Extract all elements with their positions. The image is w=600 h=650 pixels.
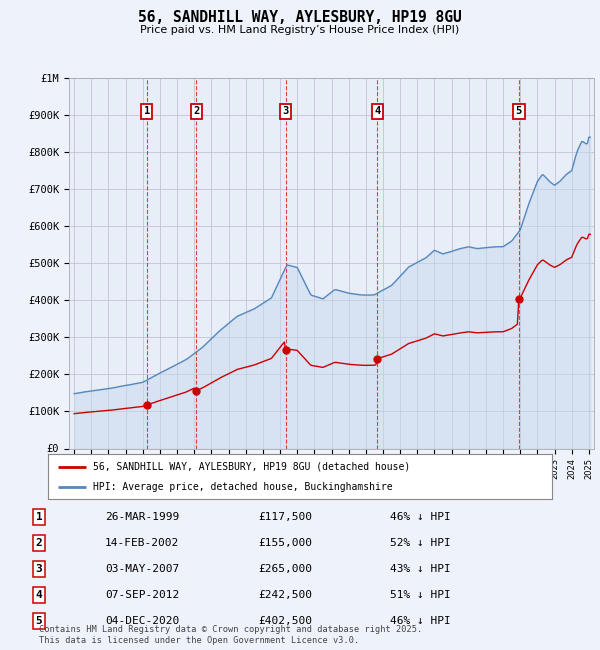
Text: HPI: Average price, detached house, Buckinghamshire: HPI: Average price, detached house, Buck…	[94, 482, 393, 493]
Text: 46% ↓ HPI: 46% ↓ HPI	[390, 512, 451, 522]
Text: Price paid vs. HM Land Registry’s House Price Index (HPI): Price paid vs. HM Land Registry’s House …	[140, 25, 460, 34]
Text: 3: 3	[35, 564, 43, 574]
Text: £402,500: £402,500	[258, 616, 312, 626]
Text: 56, SANDHILL WAY, AYLESBURY, HP19 8GU: 56, SANDHILL WAY, AYLESBURY, HP19 8GU	[138, 10, 462, 25]
Text: 5: 5	[516, 107, 522, 116]
Text: £265,000: £265,000	[258, 564, 312, 574]
Text: £242,500: £242,500	[258, 590, 312, 600]
Text: 26-MAR-1999: 26-MAR-1999	[105, 512, 179, 522]
Text: 04-DEC-2020: 04-DEC-2020	[105, 616, 179, 626]
Text: Contains HM Land Registry data © Crown copyright and database right 2025.
This d: Contains HM Land Registry data © Crown c…	[39, 625, 422, 645]
Text: 4: 4	[35, 590, 43, 600]
Text: 43% ↓ HPI: 43% ↓ HPI	[390, 564, 451, 574]
Text: 52% ↓ HPI: 52% ↓ HPI	[390, 538, 451, 548]
Text: 07-SEP-2012: 07-SEP-2012	[105, 590, 179, 600]
Text: 03-MAY-2007: 03-MAY-2007	[105, 564, 179, 574]
Text: 51% ↓ HPI: 51% ↓ HPI	[390, 590, 451, 600]
Text: 4: 4	[374, 107, 380, 116]
Text: 46% ↓ HPI: 46% ↓ HPI	[390, 616, 451, 626]
Text: 2: 2	[35, 538, 43, 548]
Text: 2: 2	[193, 107, 199, 116]
Text: 3: 3	[283, 107, 289, 116]
Text: 1: 1	[35, 512, 43, 522]
Text: £155,000: £155,000	[258, 538, 312, 548]
Text: 56, SANDHILL WAY, AYLESBURY, HP19 8GU (detached house): 56, SANDHILL WAY, AYLESBURY, HP19 8GU (d…	[94, 462, 410, 472]
Text: £117,500: £117,500	[258, 512, 312, 522]
Text: 14-FEB-2002: 14-FEB-2002	[105, 538, 179, 548]
Text: 1: 1	[143, 107, 150, 116]
Text: 5: 5	[35, 616, 43, 626]
